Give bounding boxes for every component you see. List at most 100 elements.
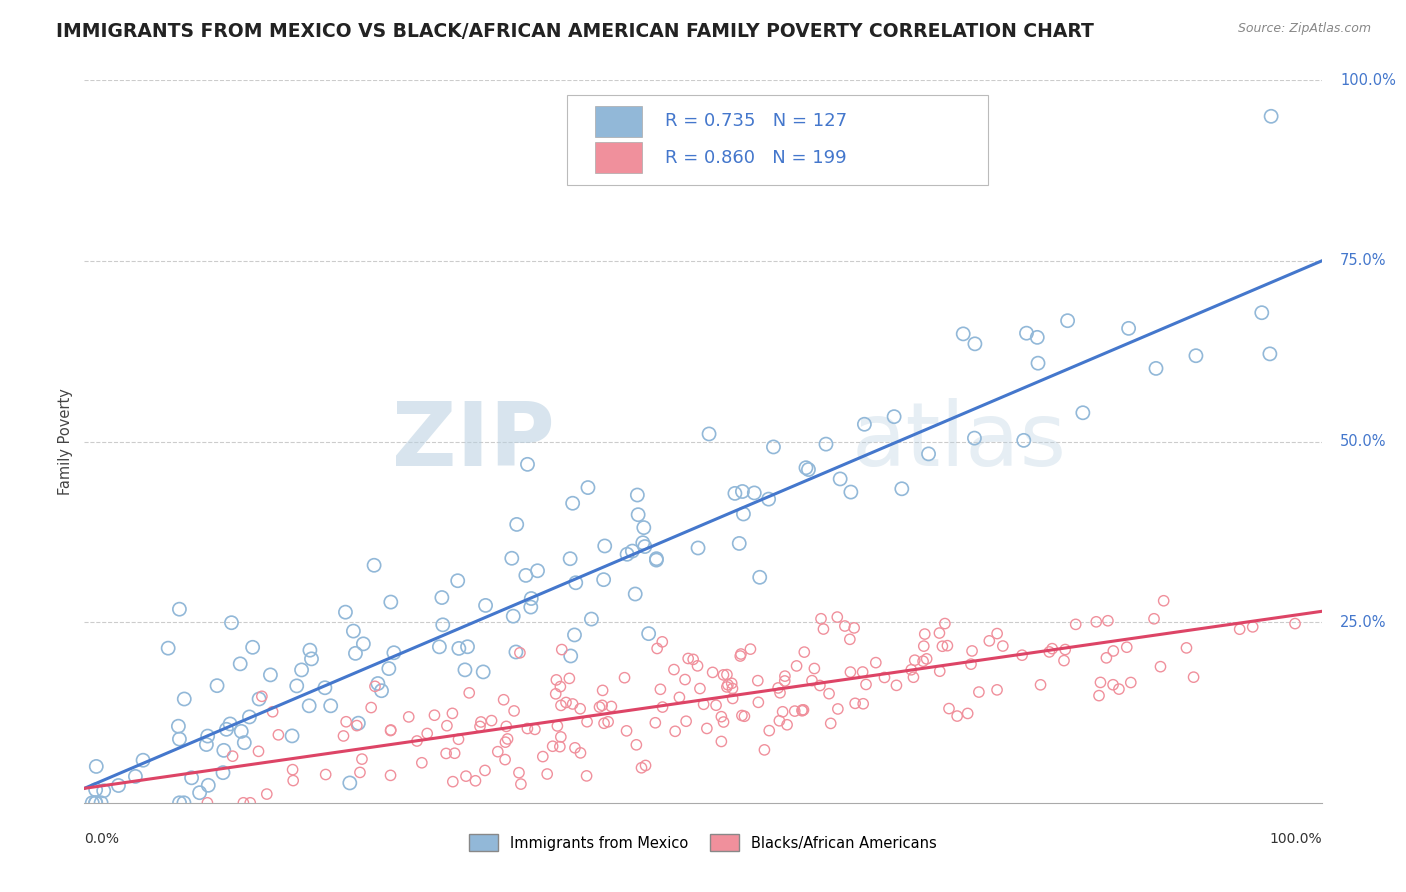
Point <box>481 714 503 728</box>
Point <box>1102 644 1125 658</box>
Point <box>416 726 439 740</box>
Point <box>915 652 938 666</box>
Point <box>928 626 950 640</box>
Point <box>844 696 866 710</box>
Point <box>664 724 686 739</box>
Point <box>598 714 620 729</box>
Point <box>555 696 578 710</box>
Point <box>903 670 925 684</box>
Point <box>1144 361 1167 376</box>
Text: 75.0%: 75.0% <box>1340 253 1386 268</box>
Point <box>630 761 652 775</box>
Point <box>290 663 312 677</box>
Point <box>349 765 371 780</box>
Point <box>436 719 458 733</box>
Point <box>733 507 755 521</box>
Point <box>560 551 582 566</box>
Point <box>544 687 567 701</box>
Point <box>430 591 453 605</box>
Point <box>250 690 273 704</box>
Point <box>716 680 738 694</box>
Point <box>633 520 655 534</box>
Point <box>454 769 477 783</box>
Point <box>350 752 373 766</box>
Point <box>742 486 765 500</box>
Text: 100.0%: 100.0% <box>1340 73 1396 87</box>
Point <box>564 628 586 642</box>
Point <box>731 484 754 499</box>
Point <box>429 640 451 654</box>
Point <box>827 702 849 716</box>
Point <box>645 551 668 566</box>
Text: 25.0%: 25.0% <box>1340 615 1386 630</box>
Point <box>298 643 321 657</box>
Point <box>536 767 558 781</box>
Point <box>505 645 527 659</box>
Point <box>195 738 218 752</box>
Point <box>820 716 842 731</box>
Point <box>515 568 537 582</box>
Point <box>197 778 219 792</box>
Point <box>1284 616 1306 631</box>
Point <box>865 656 887 670</box>
Point <box>335 605 357 619</box>
Point <box>508 765 530 780</box>
Point <box>626 738 648 752</box>
Y-axis label: Family Poverty: Family Poverty <box>58 388 73 495</box>
Point <box>474 599 496 613</box>
Point <box>548 739 571 754</box>
Point <box>298 698 321 713</box>
Point <box>810 612 832 626</box>
Point <box>550 698 572 713</box>
Point <box>173 692 195 706</box>
Point <box>1054 642 1077 657</box>
Point <box>592 573 614 587</box>
Point <box>82 796 104 810</box>
Text: atlas: atlas <box>852 398 1067 485</box>
Point <box>560 648 582 663</box>
Point <box>169 796 191 810</box>
Point <box>697 426 720 441</box>
Point <box>716 667 738 681</box>
Point <box>1011 648 1033 663</box>
Point <box>769 686 792 700</box>
Point <box>710 734 733 748</box>
Point <box>803 661 825 675</box>
Point <box>963 336 986 351</box>
Point <box>205 679 228 693</box>
Point <box>441 774 464 789</box>
Point <box>593 716 616 731</box>
Point <box>84 759 107 773</box>
Point <box>651 700 673 714</box>
Point <box>952 326 974 341</box>
Point <box>852 697 875 711</box>
Point <box>818 687 841 701</box>
Point <box>914 627 936 641</box>
Point <box>662 663 685 677</box>
Point <box>731 708 754 723</box>
Point <box>991 639 1014 653</box>
Point <box>912 654 935 668</box>
Text: R = 0.860   N = 199: R = 0.860 N = 199 <box>665 149 846 167</box>
Point <box>1149 659 1171 673</box>
Point <box>645 553 668 567</box>
Point <box>721 691 744 706</box>
Point <box>724 486 747 500</box>
Point <box>883 409 905 424</box>
Point <box>626 488 648 502</box>
Point <box>398 710 420 724</box>
Point <box>768 714 790 728</box>
Point <box>1015 326 1038 341</box>
Point <box>762 440 785 454</box>
Point <box>839 485 862 500</box>
Point <box>84 796 107 810</box>
Point <box>319 698 342 713</box>
Point <box>267 728 290 742</box>
Point <box>180 771 202 785</box>
Point <box>772 705 794 719</box>
Point <box>651 635 673 649</box>
Point <box>339 776 361 790</box>
Point <box>84 782 107 797</box>
Point <box>704 698 727 713</box>
Point <box>702 665 724 680</box>
